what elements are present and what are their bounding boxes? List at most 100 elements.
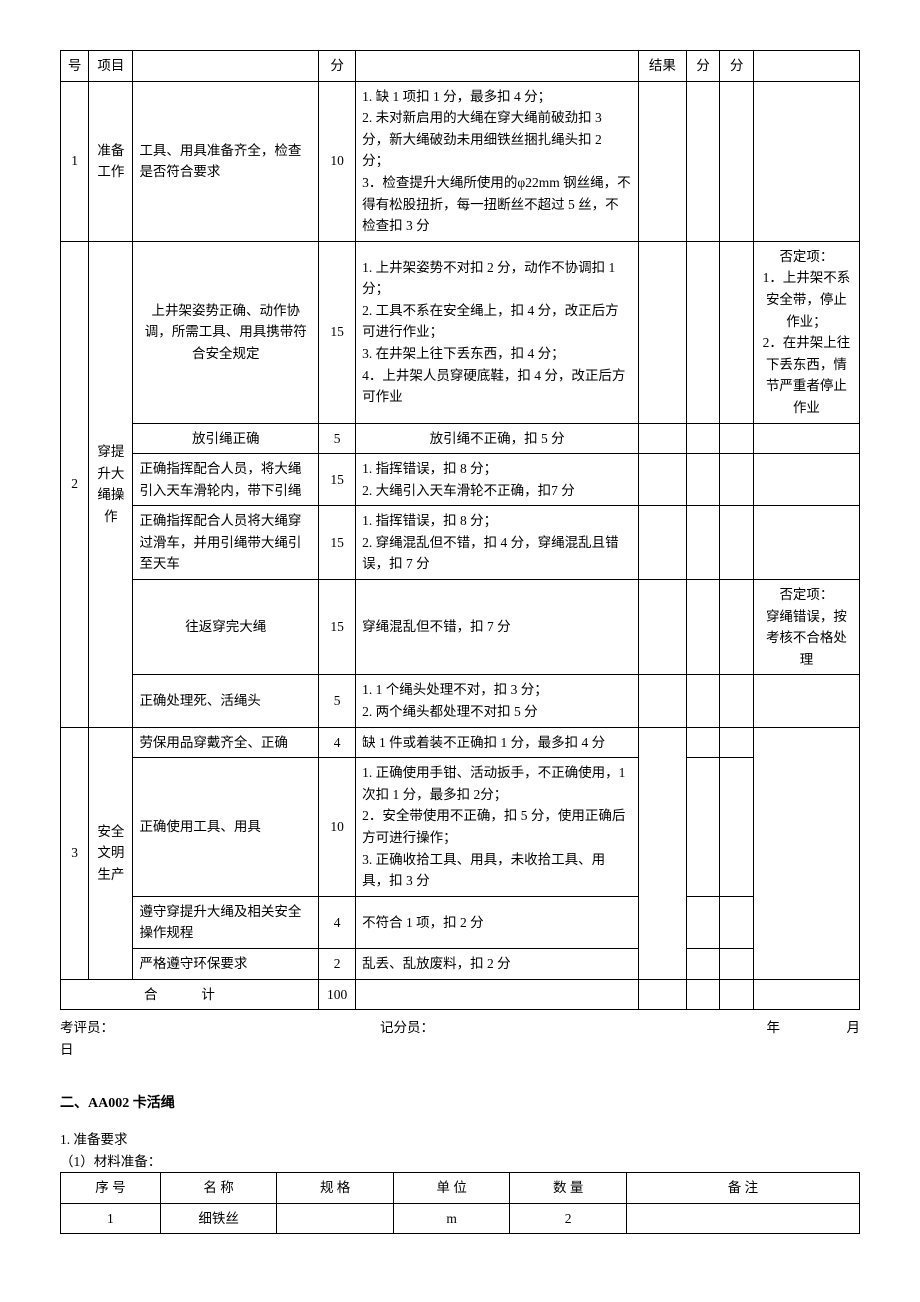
cell-remark xyxy=(753,423,859,454)
cell-deduct xyxy=(686,675,720,727)
cell-no: 3 xyxy=(61,727,89,979)
cell-deduct xyxy=(686,454,720,506)
prep-line: 1. 准备要求 xyxy=(60,1128,860,1148)
cell-remark xyxy=(753,81,859,241)
cell-deduct xyxy=(686,580,720,675)
cell-no: 1 xyxy=(61,81,89,241)
cell-result xyxy=(639,675,687,727)
table-header-row: 号 项目 分 结果 分 分 xyxy=(61,51,860,82)
cell-project: 准备工作 xyxy=(89,81,133,241)
cell-req: 上井架姿势正确、动作协调，所需工具、用具携带符合安全规定 xyxy=(133,241,319,423)
year-label: 年 xyxy=(636,1016,780,1036)
total-blank xyxy=(639,979,687,1010)
material-table: 序 号 名 称 规 格 单 位 数 量 备 注 1 细铁丝 m 2 xyxy=(60,1172,860,1234)
cell-deduct xyxy=(686,727,720,758)
table-row: 正确处理死、活绳头 5 1. 1 个绳头处理不对，扣 3 分； 2. 两个绳头都… xyxy=(61,675,860,727)
total-blank xyxy=(356,979,639,1010)
cell-result xyxy=(639,727,687,979)
material-row: 1 细铁丝 m 2 xyxy=(61,1203,860,1234)
cell-deduct xyxy=(686,423,720,454)
cell-deduct xyxy=(686,506,720,580)
cell-std: 1. 缺 1 项扣 1 分，最多扣 4 分； 2. 未对新启用的大绳在穿大绳前破… xyxy=(356,81,639,241)
cell-req: 严格遵守环保要求 xyxy=(133,948,319,979)
cell-project: 穿提升大绳操作 xyxy=(89,241,133,727)
cell-score: 15 xyxy=(319,241,356,423)
mr-name: 细铁丝 xyxy=(160,1203,277,1234)
cell-get xyxy=(720,948,754,979)
total-blank xyxy=(753,979,859,1010)
cell-remark: 否定项： 1．上井架不系安全带，停止作业； 2．在井架上往下丢东西，情节严重者停… xyxy=(753,241,859,423)
table-row: 3 安全文明生产 劳保用品穿戴齐全、正确 4 缺 1 件或着装不正确扣 1 分，… xyxy=(61,727,860,758)
table-row: 严格遵守环保要求 2 乱丢、乱放废料，扣 2 分 xyxy=(61,948,860,979)
cell-get xyxy=(720,758,754,897)
cell-score: 10 xyxy=(319,81,356,241)
scorer-label: 记分员： xyxy=(380,1016,636,1036)
cell-get xyxy=(720,727,754,758)
col-requirement xyxy=(133,51,319,82)
cell-remark: 否定项： 穿绳错误，按考核不合格处理 xyxy=(753,580,859,675)
cell-score: 5 xyxy=(319,423,356,454)
cell-deduct xyxy=(686,758,720,897)
cell-score: 15 xyxy=(319,580,356,675)
material-line: （1）材料准备： xyxy=(60,1150,860,1170)
table-row: 2 穿提升大绳操作 上井架姿势正确、动作协调，所需工具、用具携带符合安全规定 1… xyxy=(61,241,860,423)
col-standard xyxy=(356,51,639,82)
table-row: 往返穿完大绳 15 穿绳混乱但不错，扣 7 分 否定项： 穿绳错误，按考核不合格… xyxy=(61,580,860,675)
cell-std: 缺 1 件或着装不正确扣 1 分，最多扣 4 分 xyxy=(356,727,639,758)
cell-get xyxy=(720,580,754,675)
mh-name: 名 称 xyxy=(160,1173,277,1204)
mh-spec: 规 格 xyxy=(277,1173,394,1204)
cell-remark xyxy=(753,675,859,727)
cell-req: 正确指挥配合人员，将大绳引入天车滑轮内，带下引绳 xyxy=(133,454,319,506)
total-score: 100 xyxy=(319,979,356,1010)
cell-result xyxy=(639,454,687,506)
cell-req: 劳保用品穿戴齐全、正确 xyxy=(133,727,319,758)
table-row: 1 准备工作 工具、用具准备齐全，检查是否符合要求 10 1. 缺 1 项扣 1… xyxy=(61,81,860,241)
cell-std: 1. 1 个绳头处理不对，扣 3 分； 2. 两个绳头都处理不对扣 5 分 xyxy=(356,675,639,727)
table-row: 遵守穿提升大绳及相关安全操作规程 4 不符合 1 项，扣 2 分 xyxy=(61,896,860,948)
examiner-label: 考评员： xyxy=(60,1016,380,1036)
cell-score: 10 xyxy=(319,758,356,897)
cell-std: 1. 上井架姿势不对扣 2 分，动作不协调扣 1 分； 2. 工具不系在安全绳上… xyxy=(356,241,639,423)
material-header-row: 序 号 名 称 规 格 单 位 数 量 备 注 xyxy=(61,1173,860,1204)
cell-score: 5 xyxy=(319,675,356,727)
mr-unit: m xyxy=(393,1203,510,1234)
cell-req: 放引绳正确 xyxy=(133,423,319,454)
cell-get xyxy=(720,241,754,423)
mr-remark xyxy=(626,1203,859,1234)
cell-req: 遵守穿提升大绳及相关安全操作规程 xyxy=(133,896,319,948)
cell-get xyxy=(720,81,754,241)
table-row: 正确指挥配合人员，将大绳引入天车滑轮内，带下引绳 15 1. 指挥错误，扣 8 … xyxy=(61,454,860,506)
cell-deduct xyxy=(686,81,720,241)
cell-get xyxy=(720,423,754,454)
col-remark xyxy=(753,51,859,82)
mr-no: 1 xyxy=(61,1203,161,1234)
cell-result xyxy=(639,506,687,580)
cell-std: 放引绳不正确，扣 5 分 xyxy=(356,423,639,454)
cell-score: 15 xyxy=(319,506,356,580)
cell-deduct xyxy=(686,896,720,948)
col-deduct: 分 xyxy=(686,51,720,82)
col-score: 分 xyxy=(319,51,356,82)
cell-score: 4 xyxy=(319,896,356,948)
col-no: 号 xyxy=(61,51,89,82)
cell-std: 乱丢、乱放废料，扣 2 分 xyxy=(356,948,639,979)
cell-req: 正确使用工具、用具 xyxy=(133,758,319,897)
cell-result xyxy=(639,81,687,241)
cell-std: 穿绳混乱但不错，扣 7 分 xyxy=(356,580,639,675)
cell-result xyxy=(639,423,687,454)
cell-std: 不符合 1 项，扣 2 分 xyxy=(356,896,639,948)
col-get: 分 xyxy=(720,51,754,82)
cell-score: 2 xyxy=(319,948,356,979)
cell-req: 正确指挥配合人员将大绳穿过滑车，并用引绳带大绳引至天车 xyxy=(133,506,319,580)
total-blank xyxy=(720,979,754,1010)
cell-req: 往返穿完大绳 xyxy=(133,580,319,675)
mh-no: 序 号 xyxy=(61,1173,161,1204)
cell-std: 1. 指挥错误，扣 8 分； 2. 穿绳混乱但不错，扣 4 分，穿绳混乱且错误，… xyxy=(356,506,639,580)
mh-unit: 单 位 xyxy=(393,1173,510,1204)
cell-std: 1. 正确使用手钳、活动扳手，不正确使用，1 次扣 1 分，最多扣 2分； 2．… xyxy=(356,758,639,897)
cell-remark xyxy=(753,506,859,580)
cell-score: 4 xyxy=(319,727,356,758)
cell-get xyxy=(720,675,754,727)
cell-score: 15 xyxy=(319,454,356,506)
